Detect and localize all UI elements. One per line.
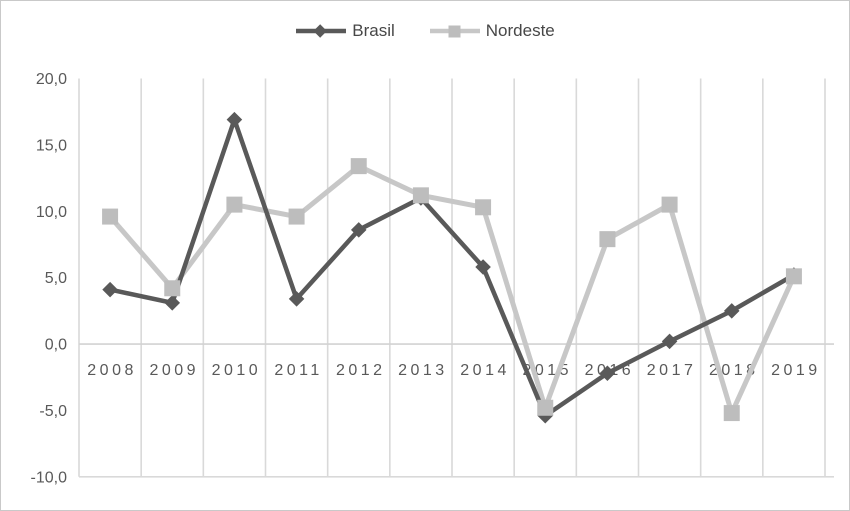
nordeste-legend-marker xyxy=(429,25,480,37)
y-tick-label: 15,0 xyxy=(36,137,67,154)
legend: Brasil Nordeste xyxy=(1,22,849,39)
brasil-marker xyxy=(164,295,181,311)
nordeste-marker xyxy=(785,268,802,285)
x-tick-label: 2010 xyxy=(212,362,262,379)
legend-item-nordeste: Nordeste xyxy=(429,22,555,39)
nordeste-marker xyxy=(537,399,554,416)
nordeste-marker xyxy=(723,405,740,422)
x-tick-label: 2008 xyxy=(87,362,137,379)
nordeste-marker xyxy=(599,231,616,248)
x-tick-label: 2014 xyxy=(460,362,510,379)
y-tick-label: -5,0 xyxy=(39,403,67,420)
legend-label-brasil: Brasil xyxy=(352,21,395,40)
nordeste-marker xyxy=(288,208,305,225)
y-tick-label: 5,0 xyxy=(45,270,67,287)
y-tick-label: -10,0 xyxy=(31,469,68,486)
x-tick-label: 2013 xyxy=(398,362,448,379)
x-tick-label: 2009 xyxy=(149,362,199,379)
nordeste-marker xyxy=(475,199,492,216)
legend-item-brasil: Brasil xyxy=(295,22,395,39)
x-tick-label: 2017 xyxy=(647,362,697,379)
nordeste-marker xyxy=(412,187,429,204)
legend-label-nordeste: Nordeste xyxy=(485,21,555,40)
nordeste-line xyxy=(108,163,797,421)
nordeste-marker xyxy=(661,196,678,213)
y-tick-label: 0,0 xyxy=(45,337,67,354)
brasil-marker xyxy=(102,281,118,298)
brasil-marker xyxy=(226,111,243,128)
nordeste-marker xyxy=(164,280,181,297)
y-tick-label: 20,0 xyxy=(36,71,67,88)
x-tick-label: 2012 xyxy=(336,362,386,379)
brasil-legend-marker xyxy=(296,23,347,38)
nordeste-marker xyxy=(350,158,367,175)
brasil-line xyxy=(109,112,796,420)
brasil-marker xyxy=(350,222,367,238)
x-tick-label: 2011 xyxy=(274,362,322,379)
y-tick-label: 10,0 xyxy=(36,204,67,221)
nordeste-marker xyxy=(226,196,243,213)
x-tick-label: 2019 xyxy=(771,362,821,379)
nordeste-marker xyxy=(102,208,119,225)
brasil-marker xyxy=(661,333,678,350)
